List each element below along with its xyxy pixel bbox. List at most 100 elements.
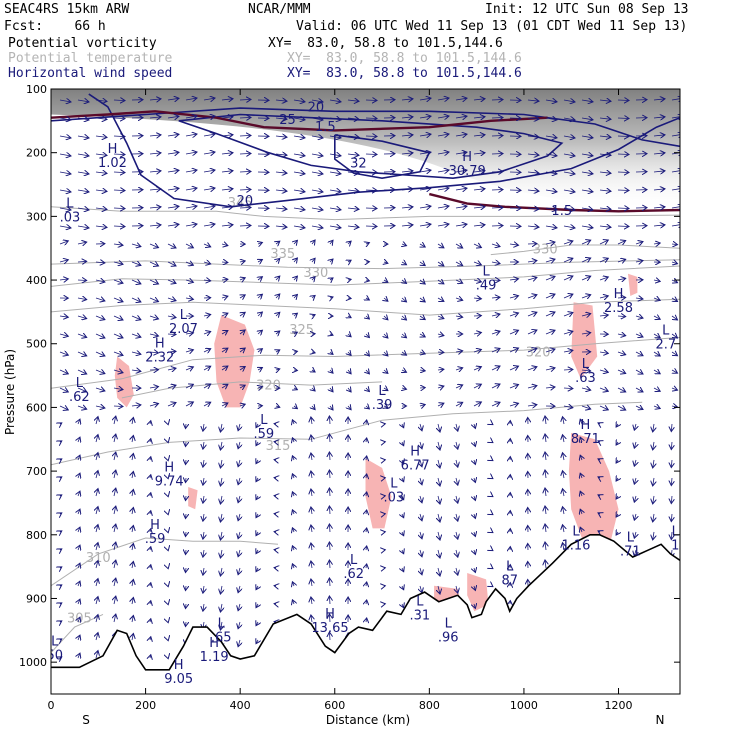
wind-vector (293, 154, 305, 156)
wind-vector (238, 567, 240, 575)
wind-vector (348, 334, 351, 337)
wind-vector (239, 117, 251, 118)
wind-vector (149, 334, 159, 336)
wind-vector (563, 241, 573, 244)
y-tick-label: 600 (26, 401, 47, 414)
center-label: NCAR/MMM (248, 2, 311, 17)
wind-vector (617, 259, 626, 262)
wind-vector (238, 603, 240, 611)
wind-vector (185, 116, 197, 118)
extremum-letter: L (662, 324, 670, 339)
wind-vector (186, 514, 187, 519)
wind-vector (581, 370, 591, 371)
wind-vector (95, 388, 105, 391)
wind-vector (77, 316, 87, 319)
wind-vector (527, 226, 539, 227)
wind-vector (347, 190, 359, 191)
wind-vector (167, 244, 176, 248)
wind-vector (256, 532, 258, 536)
extremum-value: .03 (60, 210, 81, 225)
wind-vector (545, 154, 557, 156)
wind-vector (329, 118, 341, 120)
pv-contour-label: 1.5 (315, 120, 336, 135)
wind-vector (437, 369, 444, 370)
wind-vector (581, 190, 593, 192)
wind-vector (131, 316, 141, 320)
wind-vector (384, 262, 388, 263)
wind-vector (671, 170, 680, 172)
wind-vector (203, 477, 204, 485)
extremum-letter: L (51, 635, 59, 650)
wind-vector (186, 460, 187, 465)
wind-vector (509, 330, 519, 334)
wind-vector (653, 513, 654, 522)
x-end-label-north: N (656, 713, 665, 727)
wind-vector (545, 276, 555, 280)
wind-vector (491, 297, 500, 298)
wind-vector (671, 531, 672, 540)
wind-vector (167, 385, 176, 388)
wind-vector (96, 435, 98, 443)
wind-vector (329, 208, 341, 210)
wind-vector (598, 531, 600, 532)
wind-vector (220, 441, 222, 450)
wind-vector (437, 116, 449, 118)
wind-vector (114, 488, 116, 497)
wind-vector (149, 262, 159, 266)
wind-vector (473, 171, 485, 172)
wind-vector (293, 118, 305, 120)
wind-vector (616, 442, 618, 445)
wind-vector (149, 153, 161, 154)
wind-vector (132, 472, 133, 479)
wind-vector (329, 596, 330, 605)
wind-vector (581, 136, 593, 138)
wind-vector (473, 280, 481, 282)
wind-vector (185, 152, 197, 154)
wind-vector (634, 513, 636, 520)
wind-vector (114, 560, 116, 569)
wind-vector (329, 190, 341, 192)
wind-vector (653, 370, 660, 374)
wind-vector (599, 370, 608, 372)
wind-vector (113, 136, 125, 137)
wind-vector (671, 224, 680, 226)
wind-vector (473, 367, 481, 370)
wind-vector (186, 586, 187, 591)
wind-vector (672, 280, 678, 283)
wind-vector (114, 614, 116, 623)
wind-vector (311, 172, 323, 174)
wind-vector (95, 190, 107, 191)
extremum-value: .62 (69, 390, 90, 405)
wind-vector (366, 600, 367, 604)
extremum-letter: L (76, 376, 84, 391)
pv-fill-region (114, 356, 134, 408)
wind-vector (598, 441, 600, 442)
wind-vector (617, 190, 629, 191)
wind-vector (60, 603, 62, 604)
wind-vector (186, 532, 187, 537)
wind-vector (474, 478, 475, 483)
wind-vector (492, 424, 493, 425)
wind-vector (167, 152, 179, 154)
wind-vector (473, 333, 481, 335)
wind-vector (185, 350, 193, 352)
wind-vector (581, 406, 591, 409)
wind-vector (311, 597, 312, 605)
wind-vector (473, 384, 481, 388)
wind-vector (365, 172, 377, 173)
extremum-letter: H (462, 150, 472, 165)
extremum-letter: H (209, 636, 219, 651)
wind-vector (203, 152, 215, 154)
wind-vector (456, 477, 458, 485)
wind-vector (599, 190, 611, 191)
wind-vector (473, 207, 485, 208)
wind-vector (220, 603, 222, 612)
terrain-line (51, 533, 680, 671)
wind-vector (240, 385, 245, 388)
extremum-value: .39 (372, 398, 393, 413)
wind-vector (527, 405, 537, 406)
wind-vector (545, 312, 555, 316)
wind-vector (437, 262, 444, 266)
field-pv-xy: XY= 83.0, 58.8 to 101.5,144.6 (268, 36, 503, 51)
wind-vector (238, 423, 240, 431)
